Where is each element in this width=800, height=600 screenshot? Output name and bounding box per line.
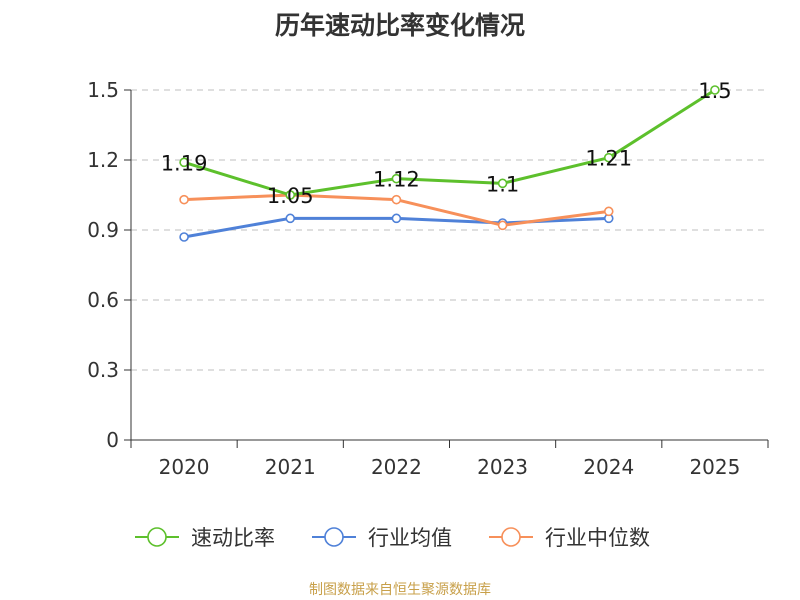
data-label: 1.21 <box>585 147 632 171</box>
x-tick-label: 2023 <box>477 455 528 479</box>
legend-marker <box>501 527 521 547</box>
data-point[interactable] <box>603 152 614 163</box>
data-point[interactable] <box>603 206 614 217</box>
series-lines <box>179 85 720 242</box>
y-tick-label: 1.2 <box>87 148 119 172</box>
legend-marker <box>324 527 344 547</box>
data-point[interactable] <box>285 213 296 224</box>
data-point[interactable] <box>391 194 402 205</box>
x-tick-label: 2020 <box>159 455 210 479</box>
chart-title: 历年速动比率变化情况 <box>274 11 525 40</box>
legend: 速动比率 行业均值 行业中位数 <box>135 526 650 550</box>
legend-label: 行业均值 <box>368 526 452 550</box>
x-tick-label: 2024 <box>583 455 634 479</box>
series-line-0 <box>183 88 716 197</box>
y-tick-label: 0 <box>106 428 119 452</box>
data-label: 1.19 <box>161 151 208 175</box>
data-labels: 1.19 1.05 1.12 1.1 1.21 1.5 <box>161 79 732 208</box>
data-point[interactable] <box>710 85 720 95</box>
data-label: 1.1 <box>486 172 519 196</box>
legend-label: 行业中位数 <box>545 526 650 550</box>
data-label: 1.5 <box>698 79 731 103</box>
x-tick-label: 2025 <box>689 455 740 479</box>
source-note: 制图数据来自恒生聚源数据库 <box>309 582 491 598</box>
axes: 0 0.3 0.6 0.9 1.2 1.5 2020 2021 2022 2023 2024 2025 <box>87 78 769 479</box>
data-label: 1.12 <box>373 168 420 192</box>
legend-item-1[interactable]: 行业均值 <box>312 526 452 550</box>
y-tick-label: 0.3 <box>87 358 119 382</box>
legend-item-2[interactable]: 行业中位数 <box>489 526 650 550</box>
gridlines <box>131 89 768 371</box>
data-point[interactable] <box>391 173 402 184</box>
data-point[interactable] <box>497 178 508 189</box>
legend-label: 速动比率 <box>191 526 275 550</box>
y-tick-label: 0.9 <box>87 218 119 242</box>
data-point[interactable] <box>285 190 296 200</box>
y-tick-label: 0.6 <box>87 288 119 312</box>
data-point[interactable] <box>497 220 508 231</box>
data-point[interactable] <box>391 213 402 224</box>
x-tick-label: 2021 <box>265 455 316 479</box>
legend-marker <box>147 527 167 547</box>
legend-item-0[interactable]: 速动比率 <box>135 526 275 550</box>
y-tick-label: 1.5 <box>87 78 119 102</box>
x-tick-label: 2022 <box>371 455 422 479</box>
data-point[interactable] <box>179 157 189 168</box>
data-label: 1.05 <box>267 184 314 208</box>
data-point[interactable] <box>179 194 189 205</box>
data-point[interactable] <box>179 232 189 242</box>
